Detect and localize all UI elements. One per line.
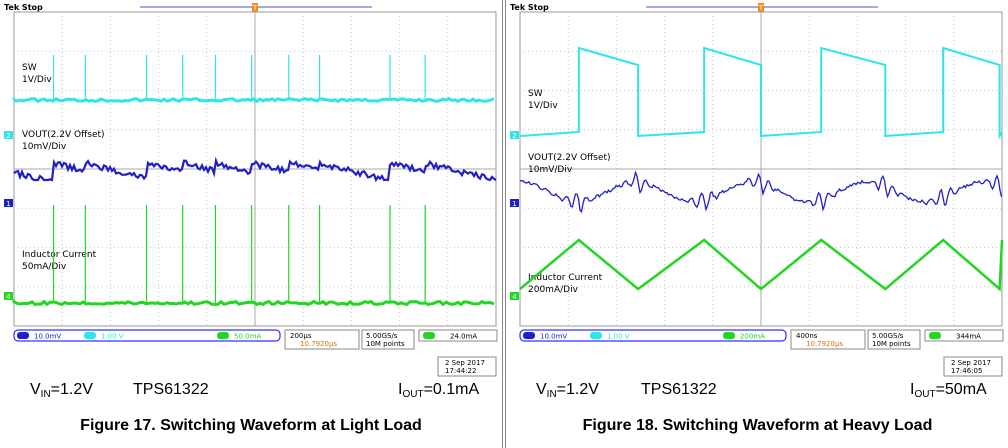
- record-length: 10M points: [366, 340, 405, 348]
- ch4-ground-marker-label: 4: [6, 293, 11, 301]
- trigger-position-marker: [758, 3, 764, 12]
- ch1-ground-marker: [4, 199, 13, 207]
- vin-label: VIN=1.2V: [536, 381, 599, 400]
- scope-status: Tek Stop: [510, 3, 549, 12]
- trace-name-1: VOUT(2.2V Offset): [528, 153, 611, 163]
- ch2-badge: [84, 332, 96, 339]
- inductor-current-trace: [519, 238, 1004, 292]
- ch1-scale: 10.0mV: [540, 333, 567, 341]
- sw-trace: [519, 46, 1003, 140]
- ch2-ground-marker-label: 2: [512, 132, 516, 140]
- ch2-ground-marker: [510, 131, 519, 139]
- datetime-box: [943, 356, 1003, 377]
- trigger-position-label: T: [252, 4, 258, 12]
- vout-trace: [13, 156, 497, 183]
- light-load-panel: Tek Stop T 2 1 4 SW 1V/Div VOUT(2.2V Offset) 10m…: [0, 0, 503, 448]
- trigger-level: 344mA: [956, 333, 981, 341]
- timebase-box: [790, 329, 866, 350]
- trace-scale-2: 50mA/Div: [22, 262, 67, 272]
- ch2-ground-marker-label: 2: [6, 132, 10, 140]
- inductor-current-trace: [12, 298, 495, 307]
- ch4-ground-marker-label: 4: [512, 293, 517, 301]
- delay: 10.7920µs: [806, 340, 843, 348]
- trace-scale-0: 1V/Div: [528, 101, 558, 111]
- trigger-ch-badge: [423, 332, 435, 339]
- timebase: 200µs: [290, 332, 312, 340]
- trace-name-0: SW: [528, 89, 543, 99]
- time: 17:46:05: [951, 367, 982, 375]
- datetime-box: [437, 356, 497, 377]
- ch4-badge: [723, 332, 735, 339]
- light-load-scope-screen: Tek Stop T 2 1 4 SW 1V/Div VOUT(2.2V Offset) 10m…: [4, 3, 498, 377]
- device-label: TPS61322: [641, 381, 717, 398]
- trace-name-2: Inductor Current: [22, 250, 97, 260]
- heavy-load-panel: Tek Stop T 2 1 4 SW 1V/Div VOUT(2.2V Offset) 10m…: [505, 0, 1008, 448]
- ch4-scale: 200mA: [740, 333, 765, 341]
- ch2-scale: 1.00 V: [607, 333, 630, 341]
- trigger-box: [418, 329, 498, 342]
- heavy-load-scope-screen: Tek Stop T 2 1 4 SW 1V/Div VOUT(2.2V Offset) 10m…: [510, 3, 1004, 377]
- date: 2 Sep 2017: [951, 359, 991, 367]
- ch2-badge: [590, 332, 602, 339]
- ch4-ground-marker: [510, 292, 519, 300]
- trace-scale-1: 10mV/Div: [528, 165, 573, 175]
- trace-name-1: VOUT(2.2V Offset): [22, 130, 105, 140]
- timebase-box: [284, 329, 360, 350]
- ch1-badge: [523, 332, 535, 339]
- trigger-position-label: T: [758, 4, 764, 12]
- sample-rate: 5.00GS/s: [366, 332, 398, 340]
- trigger-box: [924, 329, 1004, 342]
- trace-name-0: SW: [22, 63, 37, 73]
- channel-readout-bar: [519, 329, 787, 342]
- vin-label: VIN=1.2V: [30, 381, 93, 400]
- delay: 10.7920µs: [300, 340, 337, 348]
- iout-label: IOUT=50mA: [910, 381, 987, 400]
- date: 2 Sep 2017: [445, 359, 485, 367]
- trace-name-2: Inductor Current: [528, 273, 603, 283]
- ch1-scale: 10.0mV: [34, 333, 61, 341]
- ch1-ground-marker-label: 1: [6, 200, 10, 208]
- figure-caption: Figure 17. Switching Waveform at Light L…: [80, 417, 422, 434]
- ch1-ground-marker: [510, 199, 519, 207]
- sample-rate: 5.00GS/s: [872, 332, 904, 340]
- acquisition-box: [867, 329, 921, 350]
- ch1-ground-marker-label: 1: [512, 200, 516, 208]
- trigger-position-marker: [252, 3, 258, 12]
- ch4-scale: 50.0mA: [234, 333, 261, 341]
- ch4-ground-marker: [4, 292, 13, 300]
- ch2-scale: 1.00 V: [101, 333, 124, 341]
- trigger-level: 24.0mA: [450, 333, 477, 341]
- trace-scale-1: 10mV/Div: [22, 142, 67, 152]
- ch2-ground-marker: [4, 131, 13, 139]
- trace-scale-2: 200mA/Div: [528, 285, 579, 295]
- vout-trace: [520, 170, 1003, 214]
- ch4-badge: [217, 332, 229, 339]
- device-label: TPS61322: [133, 381, 209, 398]
- trace-scale-0: 1V/Div: [22, 75, 52, 85]
- acquisition-box: [361, 329, 415, 350]
- record-length: 10M points: [872, 340, 911, 348]
- sw-trace: [12, 96, 495, 104]
- time: 17:44:22: [445, 367, 476, 375]
- timebase: 400ns: [796, 332, 818, 340]
- trigger-ch-badge: [929, 332, 941, 339]
- scope-status: Tek Stop: [4, 3, 43, 12]
- ch1-badge: [17, 332, 29, 339]
- figure-caption: Figure 18. Switching Waveform at Heavy L…: [582, 417, 933, 434]
- channel-readout-bar: [13, 329, 281, 342]
- iout-label: IOUT=0.1mA: [398, 381, 480, 400]
